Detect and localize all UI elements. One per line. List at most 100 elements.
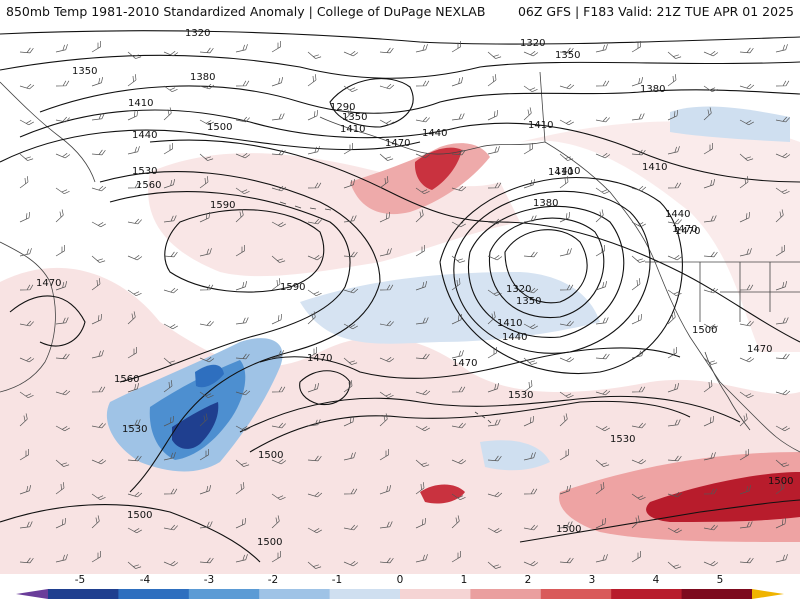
contour-label: 1590: [210, 200, 235, 211]
wind-barb: [559, 521, 573, 529]
contour-label: 1500: [127, 510, 152, 521]
alaska-panhandle: [544, 141, 656, 263]
wind-barb: [127, 382, 140, 393]
wind-barb: [271, 313, 283, 325]
wind-barb: [739, 119, 754, 126]
wind-barb: [55, 482, 65, 495]
wind-barb: [451, 278, 461, 291]
wind-barb: [667, 561, 682, 569]
wind-barb: [775, 280, 788, 291]
wind-barb: [91, 185, 107, 192]
wind-barb: [631, 350, 644, 359]
colorbar: -5 -4 -3 -2 -1 0 1 2 3 4 5: [0, 574, 800, 600]
wind-barb: [523, 287, 539, 294]
wind-barb: [307, 218, 322, 225]
wind-barb: [739, 47, 754, 54]
wind-barb: [163, 287, 179, 294]
wind-barb: [19, 391, 34, 399]
wind-barb: [163, 380, 173, 393]
wind-barb: [739, 153, 754, 161]
wind-barb: [595, 153, 611, 159]
wind-barb: [559, 484, 572, 495]
wind-barb: [55, 459, 70, 467]
wind-barb: [523, 488, 538, 495]
map-header: 850mb Temp 1981-2010 Standardized Anomal…: [0, 0, 800, 22]
wind-barb: [199, 47, 214, 54]
wind-barb: [307, 561, 322, 569]
colorbar-label: 2: [524, 574, 532, 586]
contour-label: 1410: [340, 124, 365, 135]
contour-label: 1440: [502, 332, 527, 343]
wind-barb: [163, 452, 176, 461]
contour-1500-se: [519, 499, 800, 543]
wind-barb: [19, 413, 28, 427]
contour-1440: [0, 129, 421, 163]
contour-label: 1320: [506, 284, 531, 295]
contour-low-1320: [504, 229, 588, 304]
wind-barb: [739, 320, 754, 327]
wind-barb: [235, 459, 250, 467]
wind-barb: [55, 153, 71, 159]
wind-barb: [703, 452, 716, 461]
wind-barb: [343, 323, 358, 330]
wind-barb: [595, 280, 608, 291]
wind-barb: [199, 484, 212, 495]
wind-barb: [127, 218, 142, 225]
kamchatka: [0, 81, 96, 183]
colorbar-label: 5: [716, 574, 724, 586]
wind-barb: [163, 357, 178, 365]
wind-barb: [55, 554, 68, 563]
wind-barb: [631, 493, 646, 501]
wind-barb: [739, 284, 754, 291]
wind-barb: [199, 176, 209, 189]
wind-barb: [199, 413, 208, 427]
wind-barb: [127, 419, 141, 427]
wind-barb: [451, 313, 463, 325]
wind-barb: [307, 311, 316, 325]
wind-barb: [667, 455, 682, 462]
wind-barb: [667, 218, 682, 225]
wind-barb: [451, 76, 464, 87]
wind-barb: [19, 153, 34, 161]
colorbar-label: -4: [139, 574, 151, 586]
wind-barb: [415, 482, 425, 495]
height-contours: [0, 30, 800, 563]
colorbar-swatch: [752, 589, 784, 599]
wind-barb: [451, 221, 466, 228]
wind-barb: [631, 149, 646, 156]
colorbar-label: -5: [74, 574, 86, 586]
wind-barb: [775, 425, 790, 432]
wind-barb: [379, 449, 389, 461]
wind-barb: [91, 221, 106, 228]
wind-barb: [739, 557, 754, 564]
wind-barb: [415, 353, 430, 360]
colorbar-swatch: [470, 589, 542, 599]
wind-barb: [703, 107, 712, 121]
wind-barb: [127, 289, 142, 297]
wind-barb: [415, 187, 430, 195]
contour-1380: [39, 85, 800, 114]
wind-barb: [379, 211, 391, 223]
wind-barb: [667, 491, 683, 498]
contour-low-1290: [329, 78, 414, 128]
wind-barb: [775, 80, 790, 87]
wind-barb: [595, 353, 610, 360]
wind-barb: [487, 561, 502, 569]
wind-barb: [415, 317, 429, 325]
contour-label: 1350: [555, 50, 580, 61]
wind-barb: [235, 389, 251, 396]
wind-barb: [379, 521, 393, 529]
wind-barb: [163, 178, 176, 189]
anomaly-map[interactable]: 1320 1320 1350 1350 1380 1380 1410 1410 …: [0, 22, 800, 574]
wind-barb: [703, 215, 717, 223]
wind-barb: [451, 422, 466, 429]
wind-barb: [739, 413, 748, 427]
wind-barb: [271, 185, 287, 192]
wind-barb: [55, 389, 71, 396]
model-run-info: 06Z GFS | F183 Valid: 21Z TUE APR 01 202…: [517, 3, 794, 19]
contour-label: 1470: [675, 226, 700, 237]
wind-barb: [451, 149, 466, 156]
wind-barb: [199, 449, 209, 461]
wind-barb: [703, 178, 716, 189]
wind-barb: [451, 113, 465, 121]
